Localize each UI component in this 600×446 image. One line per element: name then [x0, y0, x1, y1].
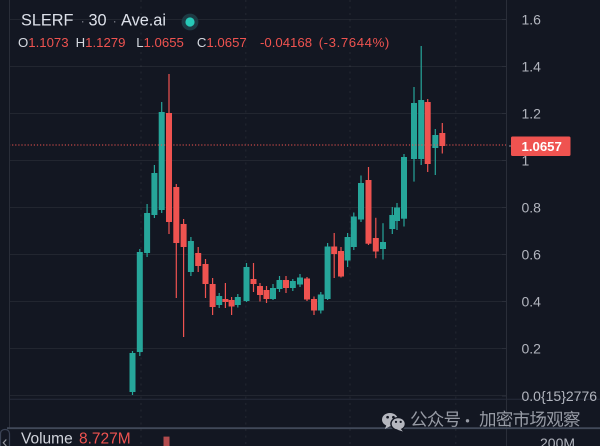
svg-text:1: 1: [522, 153, 530, 169]
svg-text:0.2: 0.2: [522, 341, 542, 357]
svg-text:0.4: 0.4: [522, 294, 542, 310]
svg-text:1.6: 1.6: [522, 12, 542, 28]
svg-text:1.0657: 1.0657: [522, 139, 562, 154]
svg-text:SLERF·30·Ave.ai: SLERF · 30 · Ave.ai: [21, 12, 166, 30]
svg-text:0.0{15}2776: 0.0{15}2776: [522, 388, 598, 404]
svg-text:1.2: 1.2: [522, 106, 542, 122]
svg-text:8.727M: 8.727M: [79, 431, 131, 446]
svg-text:200M: 200M: [540, 435, 575, 446]
svg-text:0.8: 0.8: [522, 200, 542, 216]
svg-text:Volume: Volume: [21, 431, 73, 446]
svg-text:1.4: 1.4: [522, 59, 542, 75]
svg-text:0.6: 0.6: [522, 247, 542, 263]
